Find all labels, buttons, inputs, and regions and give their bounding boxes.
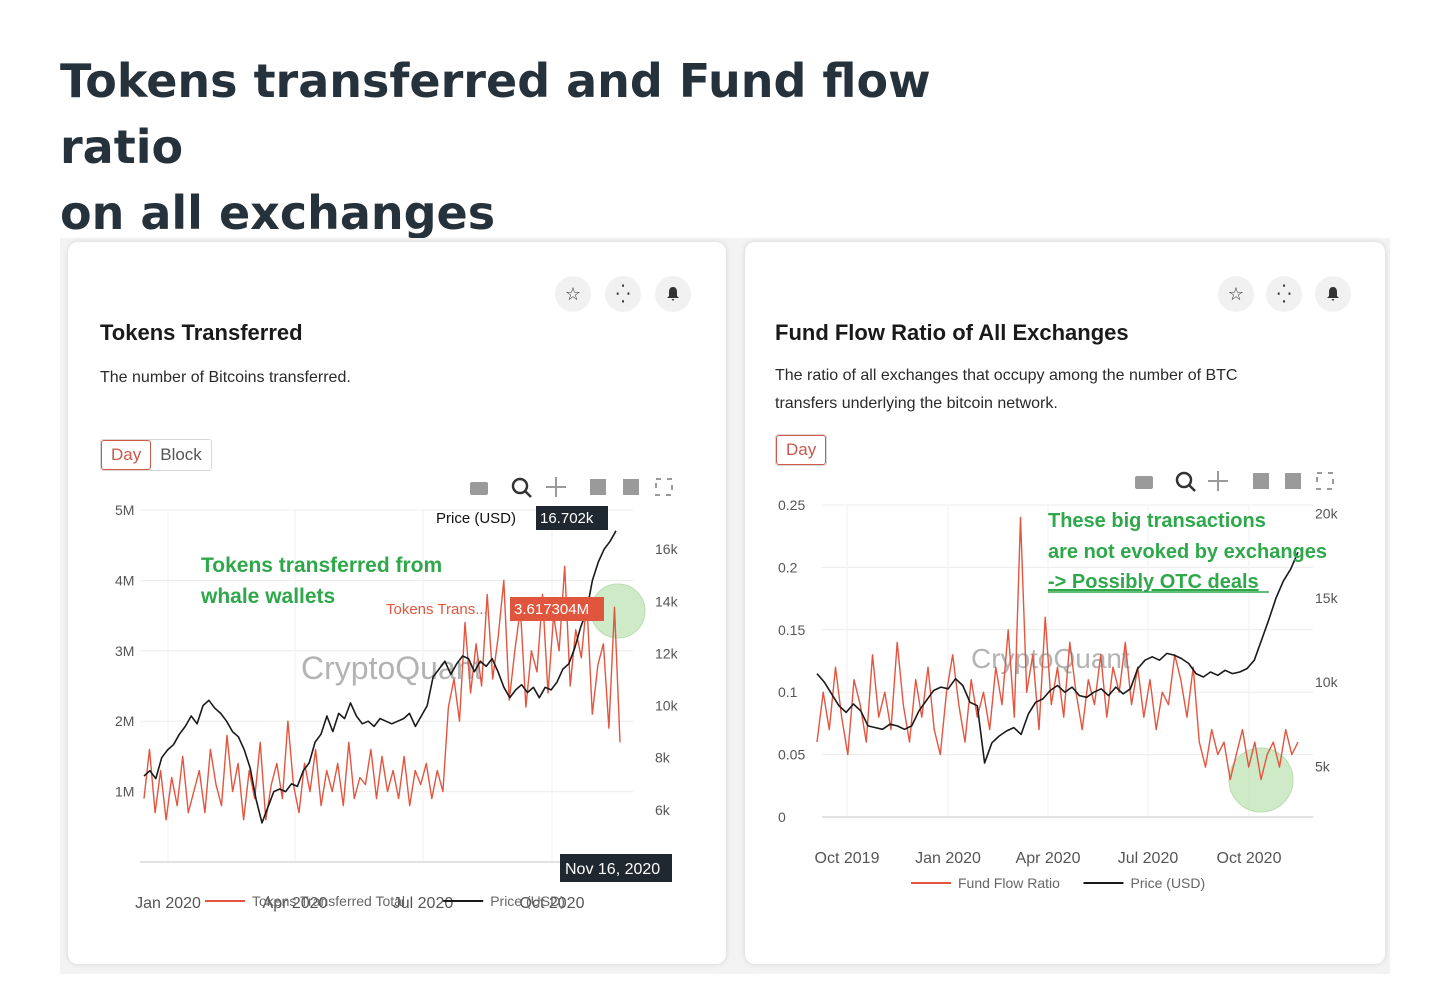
- zoom-icon[interactable]: [511, 477, 529, 495]
- card-description: The number of Bitcoins transferred.: [100, 369, 351, 386]
- star-icon[interactable]: ☆: [1218, 276, 1254, 312]
- y-tick-left: 5M: [115, 502, 134, 518]
- y-tick-left: 4M: [115, 572, 134, 588]
- y-tick-left: 0.05: [778, 747, 805, 763]
- tooltip-date: Nov 16, 2020: [565, 861, 660, 878]
- annotation-line1: These big transactions: [1048, 510, 1266, 532]
- x-tick: Jul 2020: [393, 895, 454, 912]
- legend-label: Price (USD): [1131, 875, 1206, 891]
- legend-label: Fund Flow Ratio: [958, 875, 1060, 891]
- y-tick-right: 5k: [1315, 758, 1331, 774]
- y-tick-left: 0: [778, 809, 786, 825]
- series-line-price-usd-: [143, 530, 617, 824]
- camera-icon[interactable]: [470, 482, 488, 495]
- y-tick-right: 20k: [1315, 505, 1339, 521]
- y-tick-left: 1M: [115, 784, 134, 800]
- y-tick-left: 0.25: [778, 497, 805, 513]
- watermark: CryptoQuant: [971, 643, 1130, 674]
- x-tick: Jan 2020: [135, 895, 201, 912]
- tooltip-tokens-box: [510, 597, 604, 621]
- tooltip-tokens-value: 3.617304M: [514, 601, 589, 618]
- legend-label: Tokens Transferred Total: [252, 893, 405, 909]
- annotation-line1: Tokens transferred from: [201, 554, 442, 577]
- card-title: Fund Flow Ratio of All Exchanges: [775, 320, 1129, 345]
- tooltip-tokens-label: Tokens Trans...: [386, 601, 488, 618]
- zoom-out-icon[interactable]: [1285, 473, 1301, 489]
- x-tick: Apr 2020: [263, 895, 328, 912]
- y-tick-right: 6k: [655, 802, 671, 818]
- annotation-line2: are not evoked by exchanges: [1048, 541, 1327, 563]
- expand-icon[interactable]: ⁛: [605, 276, 641, 312]
- star-icon[interactable]: ☆: [555, 276, 591, 312]
- tokens-transferred-chart: 5M 4M 3M 2M 1M 16k 14k 12k 10k 8k 6k Jan 2020 Apr …: [115, 477, 679, 912]
- y-tick-left: 3M: [115, 643, 134, 659]
- resolution-toggle: Day: [775, 434, 828, 466]
- tooltip-price-box: [536, 506, 608, 530]
- x-tick: Oct 2019: [815, 850, 880, 867]
- y-tick-left: 0.15: [778, 622, 805, 638]
- series-line-price-usd-: [816, 551, 1299, 764]
- y-tick-right: 14k: [655, 593, 679, 609]
- toggle-day[interactable]: Day: [776, 435, 827, 465]
- annotation-line3: -> Possibly OTC deals: [1048, 571, 1259, 593]
- bell-icon[interactable]: [655, 276, 691, 312]
- card-title: Tokens Transferred: [100, 320, 303, 345]
- reset-axes-icon[interactable]: [655, 478, 673, 496]
- tooltip-price-label: Price (USD): [436, 510, 516, 527]
- annotation-line2: whale wallets: [200, 585, 335, 608]
- pan-icon[interactable]: [1208, 471, 1228, 491]
- x-tick: Oct 2020: [1217, 850, 1282, 867]
- y-tick-left: 0.2: [778, 559, 798, 575]
- toggle-block[interactable]: Block: [160, 445, 202, 464]
- zoom-out-icon[interactable]: [623, 479, 639, 495]
- chart-toolbar: [1135, 471, 1334, 492]
- chart-toolbar: [470, 477, 673, 498]
- fund-flow-ratio-card: ☆ ⁛ Fund Flow Ratio of All Exchanges The…: [745, 242, 1385, 964]
- series-line-fund-flow-ratio: [816, 516, 1299, 781]
- pan-icon[interactable]: [546, 477, 566, 497]
- y-tick-left: 2M: [115, 713, 134, 729]
- x-tick: Jul 2020: [1118, 850, 1179, 867]
- watermark: CryptoQuant: [301, 650, 483, 686]
- legend-label: Price (USD): [490, 893, 565, 909]
- zoom-icon[interactable]: [1175, 471, 1193, 489]
- y-tick-right: 8k: [655, 750, 671, 766]
- x-tick: Jan 2020: [915, 850, 981, 867]
- description-line2: transfers underlying the bitcoin network…: [775, 395, 1058, 412]
- resolution-toggle: Day Block: [100, 439, 212, 471]
- page-title-line2: on all exchanges: [60, 186, 496, 240]
- y-tick-right: 12k: [655, 645, 679, 661]
- page-title-line1: Tokens transferred and Fund flow ratio: [60, 54, 931, 174]
- reset-axes-icon[interactable]: [1316, 472, 1334, 490]
- y-tick-right: 16k: [655, 541, 679, 557]
- zoom-in-icon[interactable]: [590, 479, 606, 495]
- y-tick-right: 10k: [655, 698, 679, 714]
- tokens-transferred-card: ☆ ⁛ Tokens Transferred The number of Bit…: [68, 242, 726, 964]
- toggle-day[interactable]: Day: [101, 440, 152, 470]
- tooltip-date-box: [560, 854, 672, 882]
- page-title: Tokens transferred and Fund flow ratio o…: [60, 48, 1060, 246]
- x-tick: Apr 2020: [1016, 850, 1081, 867]
- zoom-in-icon[interactable]: [1253, 473, 1269, 489]
- y-tick-right: 15k: [1315, 590, 1339, 606]
- y-tick-right: 10k: [1315, 674, 1339, 690]
- tooltip-price-value: 16.702k: [540, 510, 594, 527]
- y-tick-left: 0.1: [778, 684, 798, 700]
- expand-icon[interactable]: ⁛: [1266, 276, 1302, 312]
- camera-icon[interactable]: [1135, 476, 1153, 489]
- x-tick: Oct 2020: [520, 895, 585, 912]
- bell-icon[interactable]: [1315, 276, 1351, 312]
- description-line1: The ratio of all exchanges that occupy a…: [775, 367, 1238, 384]
- card-description: The ratio of all exchanges that occupy a…: [775, 362, 1365, 418]
- fund-flow-ratio-chart: 0.25 0.2 0.15 0.1 0.05 0 20k 15k 10k 5k Oct 2019…: [778, 471, 1339, 891]
